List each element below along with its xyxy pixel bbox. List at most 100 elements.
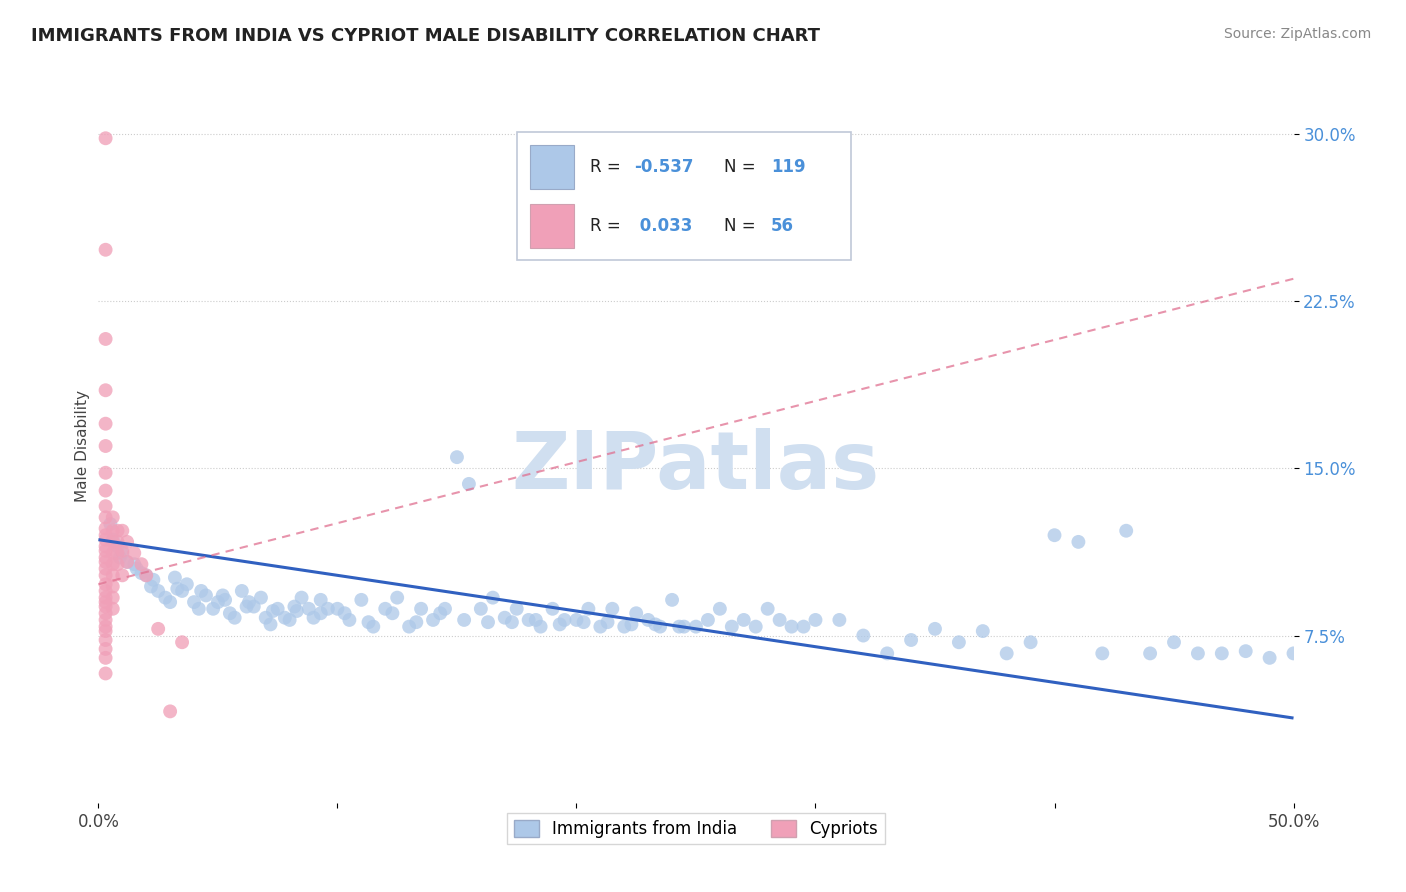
- Point: [108, 550, 131, 565]
- Point: [139, 580, 162, 594]
- Point: [135, 568, 157, 582]
- Point: [107, 546, 129, 560]
- Point: [94, 595, 117, 609]
- Point: [107, 524, 129, 538]
- Point: [111, 568, 134, 582]
- Point: [517, 613, 540, 627]
- Point: [697, 613, 720, 627]
- Point: [254, 610, 277, 624]
- Point: [302, 610, 325, 624]
- Point: [793, 619, 815, 633]
- Point: [172, 635, 194, 649]
- Point: [94, 619, 117, 633]
- Point: [1043, 528, 1066, 542]
- Point: [541, 602, 564, 616]
- Point: [309, 607, 332, 621]
- Point: [422, 613, 444, 627]
- Point: [470, 602, 492, 616]
- Point: [602, 602, 624, 616]
- Point: [458, 476, 481, 491]
- Point: [124, 557, 146, 572]
- Point: [94, 439, 117, 453]
- Point: [111, 524, 134, 538]
- Point: [187, 602, 209, 616]
- Point: [94, 528, 117, 542]
- Point: [267, 602, 290, 616]
- Point: [238, 595, 260, 609]
- Point: [852, 628, 875, 642]
- Point: [224, 610, 246, 624]
- Y-axis label: Male Disability: Male Disability: [75, 390, 90, 502]
- Point: [828, 613, 851, 627]
- Point: [1187, 646, 1209, 660]
- Text: Source: ZipAtlas.com: Source: ZipAtlas.com: [1223, 27, 1371, 41]
- Point: [768, 613, 790, 627]
- Point: [385, 591, 409, 605]
- Point: [94, 562, 117, 576]
- Point: [637, 613, 659, 627]
- Point: [524, 613, 547, 627]
- Point: [94, 555, 117, 569]
- Point: [572, 615, 595, 630]
- Point: [250, 591, 273, 605]
- Point: [101, 510, 124, 524]
- Point: [94, 332, 117, 346]
- Point: [1163, 635, 1185, 649]
- Point: [477, 615, 499, 630]
- Point: [202, 602, 225, 616]
- Point: [501, 615, 523, 630]
- Point: [101, 534, 124, 549]
- Text: ZIPatlas: ZIPatlas: [512, 428, 880, 507]
- Point: [900, 633, 922, 648]
- Point: [411, 602, 433, 616]
- Point: [166, 582, 188, 596]
- Point: [94, 499, 117, 513]
- Point: [94, 642, 117, 657]
- Point: [231, 583, 253, 598]
- Point: [626, 607, 648, 621]
- Point: [274, 610, 297, 624]
- Point: [94, 583, 117, 598]
- Point: [398, 619, 420, 633]
- Point: [101, 580, 124, 594]
- Point: [339, 613, 361, 627]
- Legend: Immigrants from India, Cypriots: Immigrants from India, Cypriots: [508, 813, 884, 845]
- Point: [94, 131, 117, 145]
- Point: [94, 483, 117, 498]
- Point: [298, 602, 321, 616]
- Point: [115, 555, 138, 569]
- Point: [661, 592, 683, 607]
- Point: [494, 610, 516, 624]
- Point: [235, 599, 257, 614]
- Point: [94, 607, 117, 621]
- Point: [214, 592, 236, 607]
- Point: [405, 615, 427, 630]
- Point: [94, 466, 117, 480]
- Point: [668, 619, 690, 633]
- Point: [685, 619, 707, 633]
- Point: [94, 568, 117, 582]
- Point: [434, 602, 457, 616]
- Point: [163, 571, 186, 585]
- Point: [1019, 635, 1042, 649]
- Point: [190, 583, 212, 598]
- Point: [948, 635, 970, 649]
- Point: [211, 589, 233, 603]
- Point: [644, 617, 666, 632]
- Point: [101, 557, 124, 572]
- Point: [101, 524, 124, 538]
- Point: [453, 613, 475, 627]
- Point: [115, 534, 138, 549]
- Point: [613, 619, 636, 633]
- Point: [101, 568, 124, 582]
- Point: [481, 591, 505, 605]
- Point: [142, 573, 165, 587]
- Point: [195, 589, 218, 603]
- Point: [101, 602, 124, 616]
- Point: [350, 592, 373, 607]
- Point: [530, 619, 553, 633]
- Point: [135, 568, 157, 582]
- Point: [94, 543, 117, 558]
- Point: [446, 450, 468, 464]
- Point: [243, 599, 266, 614]
